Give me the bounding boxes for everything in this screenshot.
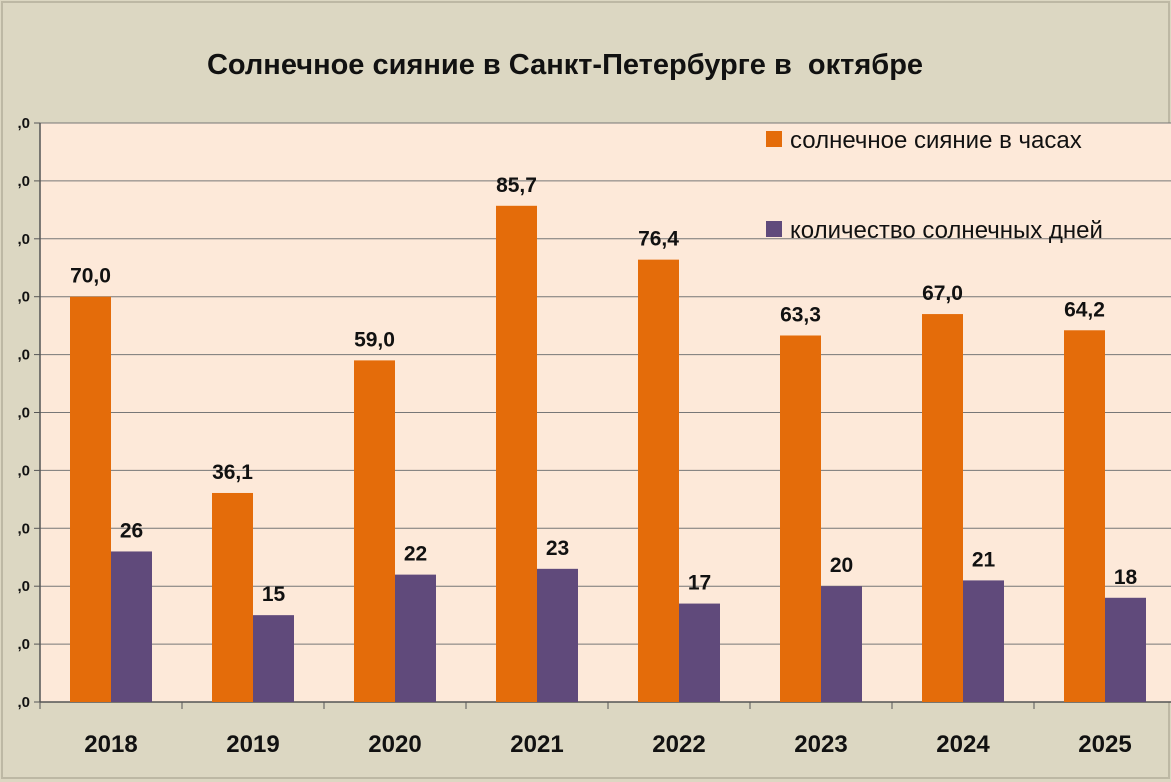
data-label: 15 bbox=[262, 583, 286, 606]
data-label: 21 bbox=[972, 548, 996, 571]
bar-sunny-days bbox=[537, 568, 578, 702]
x-category-label: 2018 bbox=[84, 731, 137, 758]
x-category-label: 2020 bbox=[368, 731, 421, 758]
data-label: 26 bbox=[120, 519, 143, 542]
bar-sunshine-hours bbox=[212, 492, 253, 702]
bar-sunshine-hours bbox=[780, 335, 821, 702]
legend-swatch bbox=[766, 131, 782, 147]
data-label: 23 bbox=[546, 537, 569, 560]
bar-sunshine-hours bbox=[70, 296, 111, 702]
data-label: 20 bbox=[830, 554, 853, 577]
legend-label: количество солнечных дней bbox=[790, 217, 1103, 244]
data-label: 59,0 bbox=[354, 328, 395, 351]
data-label: 64,2 bbox=[1064, 298, 1105, 321]
data-label: 17 bbox=[688, 572, 711, 595]
y-tick-label: ,0 bbox=[17, 347, 30, 364]
bar-sunshine-hours bbox=[1064, 330, 1105, 702]
bar-sunny-days bbox=[111, 551, 152, 702]
bar-sunny-days bbox=[679, 603, 720, 702]
data-label: 70,0 bbox=[70, 265, 111, 288]
legend-label: солнечное сияние в часах bbox=[790, 127, 1082, 154]
y-tick-label: ,0 bbox=[17, 520, 30, 537]
x-category-label: 2023 bbox=[794, 731, 847, 758]
bar-sunny-days bbox=[963, 580, 1004, 702]
data-label: 67,0 bbox=[922, 282, 963, 305]
bar-sunny-days bbox=[1105, 597, 1146, 702]
x-category-label: 2019 bbox=[226, 731, 279, 758]
y-tick-label: ,0 bbox=[17, 173, 30, 190]
y-tick-label: ,0 bbox=[17, 289, 30, 306]
y-tick-label: ,0 bbox=[17, 694, 30, 711]
y-tick-label: ,0 bbox=[17, 636, 30, 653]
data-label: 76,4 bbox=[638, 228, 679, 251]
y-tick-label: ,0 bbox=[17, 462, 30, 479]
bar-sunny-days bbox=[821, 586, 862, 702]
chart-title: Солнечное сияние в Санкт-Петербурге в ок… bbox=[207, 49, 923, 81]
bar-sunshine-hours bbox=[638, 259, 679, 702]
x-category-label: 2021 bbox=[510, 731, 563, 758]
bar-sunny-days bbox=[395, 574, 436, 702]
data-label: 85,7 bbox=[496, 174, 537, 197]
y-tick-label: ,0 bbox=[17, 578, 30, 595]
data-label: 22 bbox=[404, 543, 427, 566]
data-label: 63,3 bbox=[780, 303, 821, 326]
data-label: 36,1 bbox=[212, 461, 253, 484]
y-tick-label: ,0 bbox=[17, 405, 30, 422]
bar-sunny-days bbox=[253, 615, 294, 702]
x-category-label: 2025 bbox=[1078, 731, 1131, 758]
bar-sunshine-hours bbox=[922, 314, 963, 702]
y-tick-label: ,0 bbox=[17, 115, 30, 132]
x-category-label: 2022 bbox=[652, 731, 705, 758]
legend-swatch bbox=[766, 221, 782, 237]
bar-sunshine-hours bbox=[496, 205, 537, 702]
y-tick-label: ,0 bbox=[17, 231, 30, 248]
data-label: 18 bbox=[1114, 566, 1138, 589]
bar-sunshine-hours bbox=[354, 360, 395, 702]
x-category-label: 2024 bbox=[936, 731, 990, 758]
